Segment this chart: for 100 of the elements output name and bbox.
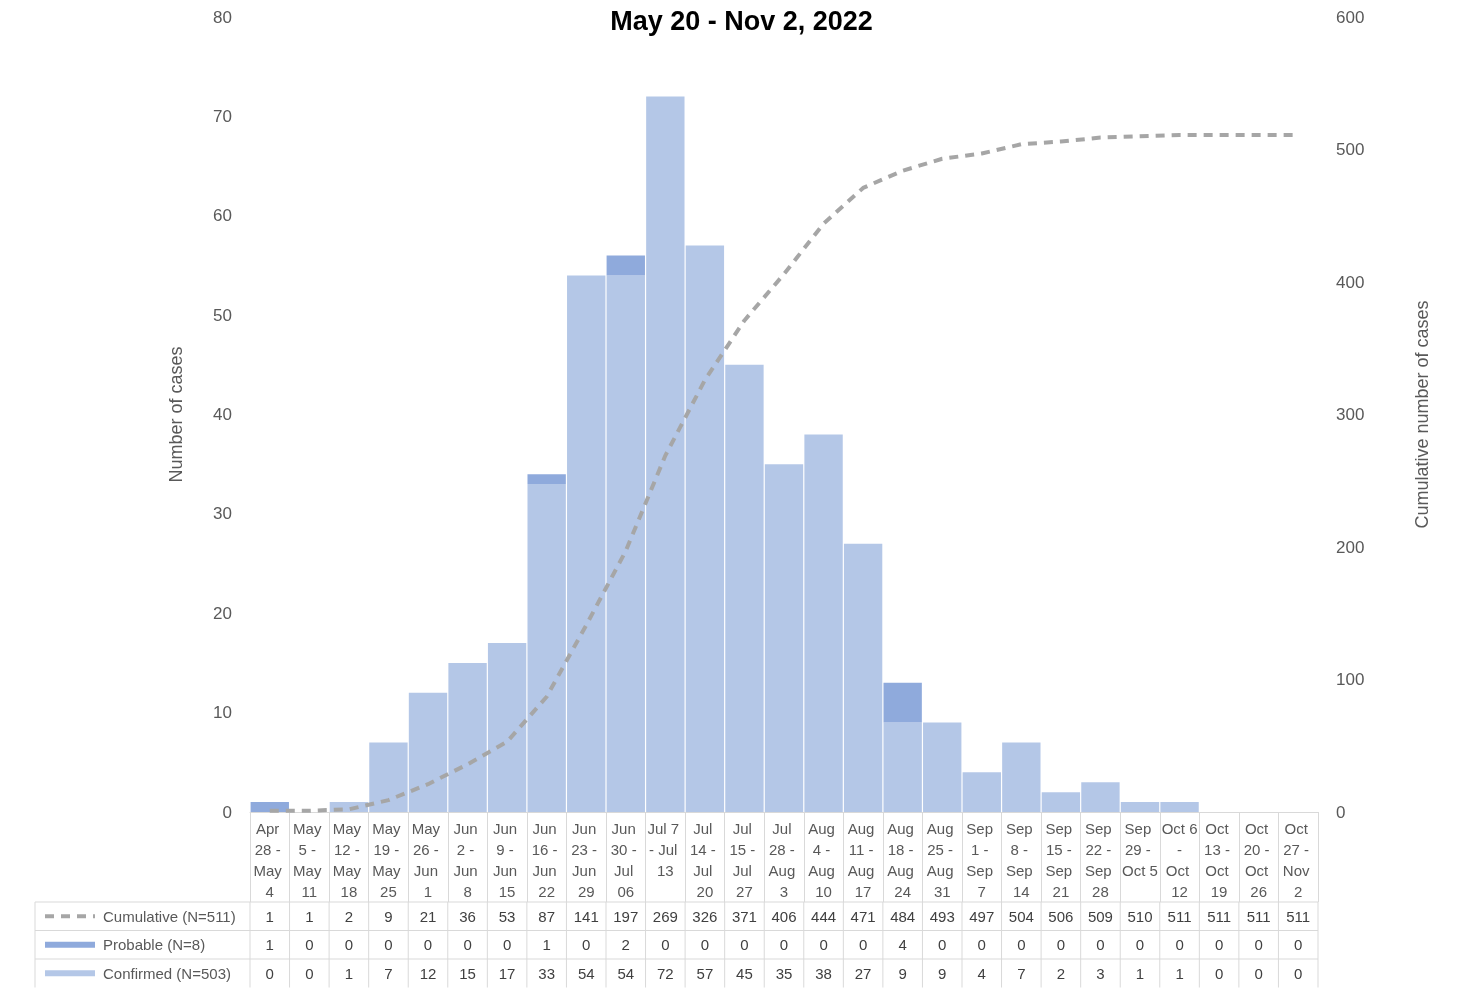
- data-label: 33: [538, 964, 556, 982]
- x-tick-label: May 12 - May 18: [332, 820, 366, 900]
- data-label: 0: [1135, 936, 1145, 954]
- data-label: 484: [890, 907, 916, 925]
- x-tick-label: Aug 4 - Aug 10: [808, 820, 839, 900]
- y2-tick-label: 0: [1336, 802, 1346, 822]
- bar: [606, 255, 645, 276]
- data-label: 1: [1175, 964, 1184, 982]
- data-label: 510: [1127, 907, 1153, 925]
- data-label: 21: [419, 907, 437, 925]
- data-label: 406: [771, 907, 797, 925]
- y-tick-label: 40: [213, 405, 232, 424]
- data-label: 0: [1254, 964, 1263, 982]
- x-tick-label: Oct 13 - Oct 19: [1204, 820, 1235, 900]
- data-label: 1: [344, 964, 354, 982]
- data-label: 0: [819, 936, 828, 954]
- data-label: 1: [305, 907, 314, 925]
- legend-label: Probable (N=8): [103, 936, 206, 954]
- data-label: 1: [1135, 964, 1145, 982]
- data-label: 7: [384, 964, 393, 982]
- x-tick-label: Sep 29 - Oct 5: [1122, 820, 1158, 879]
- data-label: 197: [613, 907, 639, 925]
- data-label: 27: [854, 964, 872, 982]
- x-tick-label: Jun 2 - Jun 8: [453, 820, 482, 900]
- data-label: 4: [977, 964, 986, 982]
- data-label: 269: [652, 907, 678, 925]
- data-label: 0: [1056, 936, 1066, 954]
- x-tick-label: Jun 30 - Jul 06: [610, 820, 641, 900]
- data-label: 0: [502, 936, 512, 954]
- data-label: 54: [617, 964, 635, 982]
- data-label: 509: [1087, 907, 1113, 925]
- y2-tick-label: 400: [1336, 272, 1365, 292]
- x-tick-label: Sep 22 - Sep 28: [1085, 820, 1116, 900]
- y-tick-label: 10: [213, 703, 232, 723]
- x-tick-label: Jul 15 - Jul 27: [729, 820, 760, 900]
- x-tick-label: Sep 1 - Sep 7: [966, 820, 998, 900]
- x-tick-label: Oct 6 - Oct 12: [1161, 820, 1198, 900]
- data-label: 9: [898, 964, 907, 982]
- x-tick-label: Jun 23 - Jun 29: [571, 820, 602, 900]
- data-label: 2: [1056, 964, 1066, 982]
- data-label: 511: [1207, 907, 1232, 925]
- x-tick-label: Apr 28 - May 4: [253, 820, 287, 900]
- data-label: 57: [696, 964, 714, 982]
- data-label: 0: [1096, 936, 1105, 954]
- data-label: 511: [1246, 907, 1271, 925]
- data-label: 371: [731, 907, 757, 925]
- bar: [883, 682, 922, 723]
- x-tick-label: Sep 15 - Sep 21: [1045, 820, 1077, 900]
- data-label: 444: [811, 907, 837, 925]
- data-label: 15: [459, 964, 476, 982]
- x-tick-label: Aug 18 - Aug 24: [887, 820, 919, 900]
- data-label: 497: [969, 907, 995, 925]
- data-label: 38: [815, 964, 832, 982]
- data-label: 1: [542, 936, 551, 954]
- data-label: 504: [1008, 907, 1034, 925]
- data-label: 1: [265, 907, 274, 925]
- data-label: 0: [661, 936, 670, 954]
- data-label: 9: [384, 907, 393, 925]
- data-label: 141: [573, 907, 599, 925]
- data-label: 0: [265, 964, 274, 982]
- data-label: 0: [1175, 936, 1184, 954]
- y2-tick-label: 100: [1336, 670, 1365, 689]
- legend-label: Cumulative (N=511): [103, 907, 236, 925]
- y-tick-label: 60: [213, 206, 232, 226]
- data-label: 53: [498, 907, 516, 925]
- y2-tick-label: 300: [1336, 405, 1365, 424]
- data-label: 471: [850, 907, 876, 925]
- y-tick-label: 20: [213, 603, 232, 623]
- bar: [250, 802, 289, 812]
- data-label: 0: [344, 936, 354, 954]
- bar: [527, 474, 566, 485]
- x-tick-label: Jun 9 - Jun 15: [492, 820, 522, 900]
- data-label: 0: [1294, 964, 1303, 982]
- data-label: 0: [305, 964, 314, 982]
- data-label: 0: [779, 936, 789, 954]
- x-tick-label: May 19 - May 25: [372, 820, 405, 900]
- data-label: 326: [692, 907, 718, 925]
- data-label: 0: [740, 936, 749, 954]
- data-label: 4: [898, 936, 907, 954]
- data-label: 87: [538, 907, 556, 925]
- x-tick-label: May 5 - May 11: [293, 820, 326, 900]
- data-label: 0: [582, 936, 591, 954]
- y-tick-label: 50: [213, 305, 232, 325]
- y-tick-label: 0: [222, 802, 232, 822]
- x-tick-label: Jul 7 - Jul 13: [647, 820, 684, 879]
- data-label: 17: [498, 964, 516, 982]
- data-label: 3: [1096, 964, 1105, 982]
- y-axis-title: Number of cases: [166, 346, 186, 483]
- data-label: 72: [656, 964, 674, 982]
- y-tick-label: 70: [213, 106, 232, 126]
- data-label: 0: [384, 936, 393, 954]
- x-tick-label: Sep 8 - Sep 14: [1005, 820, 1037, 900]
- y-tick-label: 80: [213, 7, 232, 27]
- data-label: 1: [265, 936, 274, 954]
- data-label: 0: [858, 936, 868, 954]
- legend-label: Confirmed (N=503): [103, 964, 231, 982]
- data-label: 0: [1017, 936, 1026, 954]
- data-label: 0: [938, 936, 947, 954]
- chart-title: May 20 - Nov 2, 2022: [610, 5, 873, 36]
- x-tick-label: Oct 20 - Oct 26: [1243, 820, 1274, 900]
